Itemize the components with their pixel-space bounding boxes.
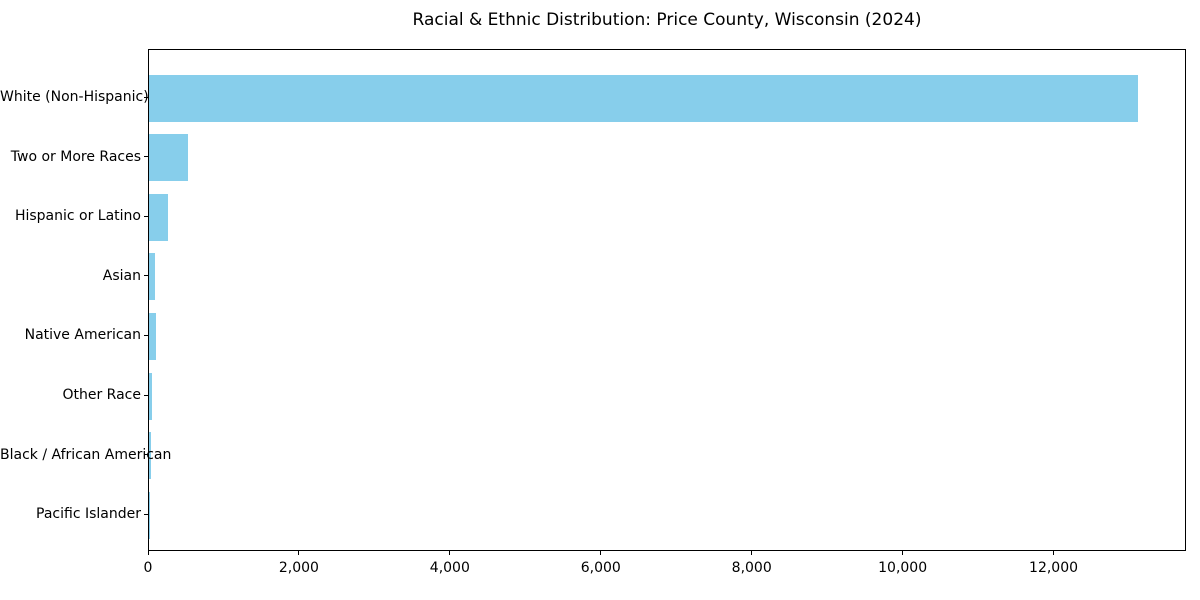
y-tick-label: Black / African American (0, 446, 172, 463)
y-tick-label: Native American (24, 327, 141, 344)
y-tick (144, 513, 148, 515)
y-tick (144, 394, 148, 396)
x-tick (902, 551, 904, 555)
x-tick-label: 10,000 (878, 560, 928, 576)
y-tick-label: White (Non-Hispanic) (0, 89, 149, 105)
x-tick-label: 0 (143, 560, 153, 576)
y-tick-label: Pacific Islander (36, 506, 141, 523)
x-tick (449, 551, 451, 555)
y-tick (144, 454, 148, 456)
bar (149, 193, 168, 241)
x-tick (751, 551, 753, 555)
bar (149, 74, 1138, 122)
x-tick-label: 6,000 (580, 560, 621, 576)
y-tick-label: Hispanic or Latino (14, 208, 141, 225)
bar (149, 253, 155, 301)
bar (149, 312, 157, 360)
y-tick (144, 156, 148, 158)
y-tick-label: Two or More Races (10, 148, 141, 165)
x-tick-label: 4,000 (429, 560, 470, 576)
y-tick (144, 215, 148, 217)
x-tick (298, 551, 300, 555)
y-tick-label: Other Race (62, 387, 141, 403)
x-tick-label: 2,000 (278, 560, 319, 576)
chart-title: Racial & Ethnic Distribution: Price Coun… (412, 10, 922, 30)
y-tick (144, 96, 148, 98)
bar (149, 432, 151, 480)
y-tick-label: Asian (102, 267, 141, 284)
x-tick (600, 551, 602, 555)
plot-area (148, 49, 1186, 551)
x-tick-label: 12,000 (1029, 560, 1079, 576)
y-tick (144, 334, 148, 336)
bar (149, 372, 153, 420)
x-tick-label: 8,000 (731, 560, 772, 576)
bar (149, 134, 189, 182)
y-tick (144, 275, 148, 277)
x-tick (1053, 551, 1055, 555)
x-tick (147, 551, 149, 555)
